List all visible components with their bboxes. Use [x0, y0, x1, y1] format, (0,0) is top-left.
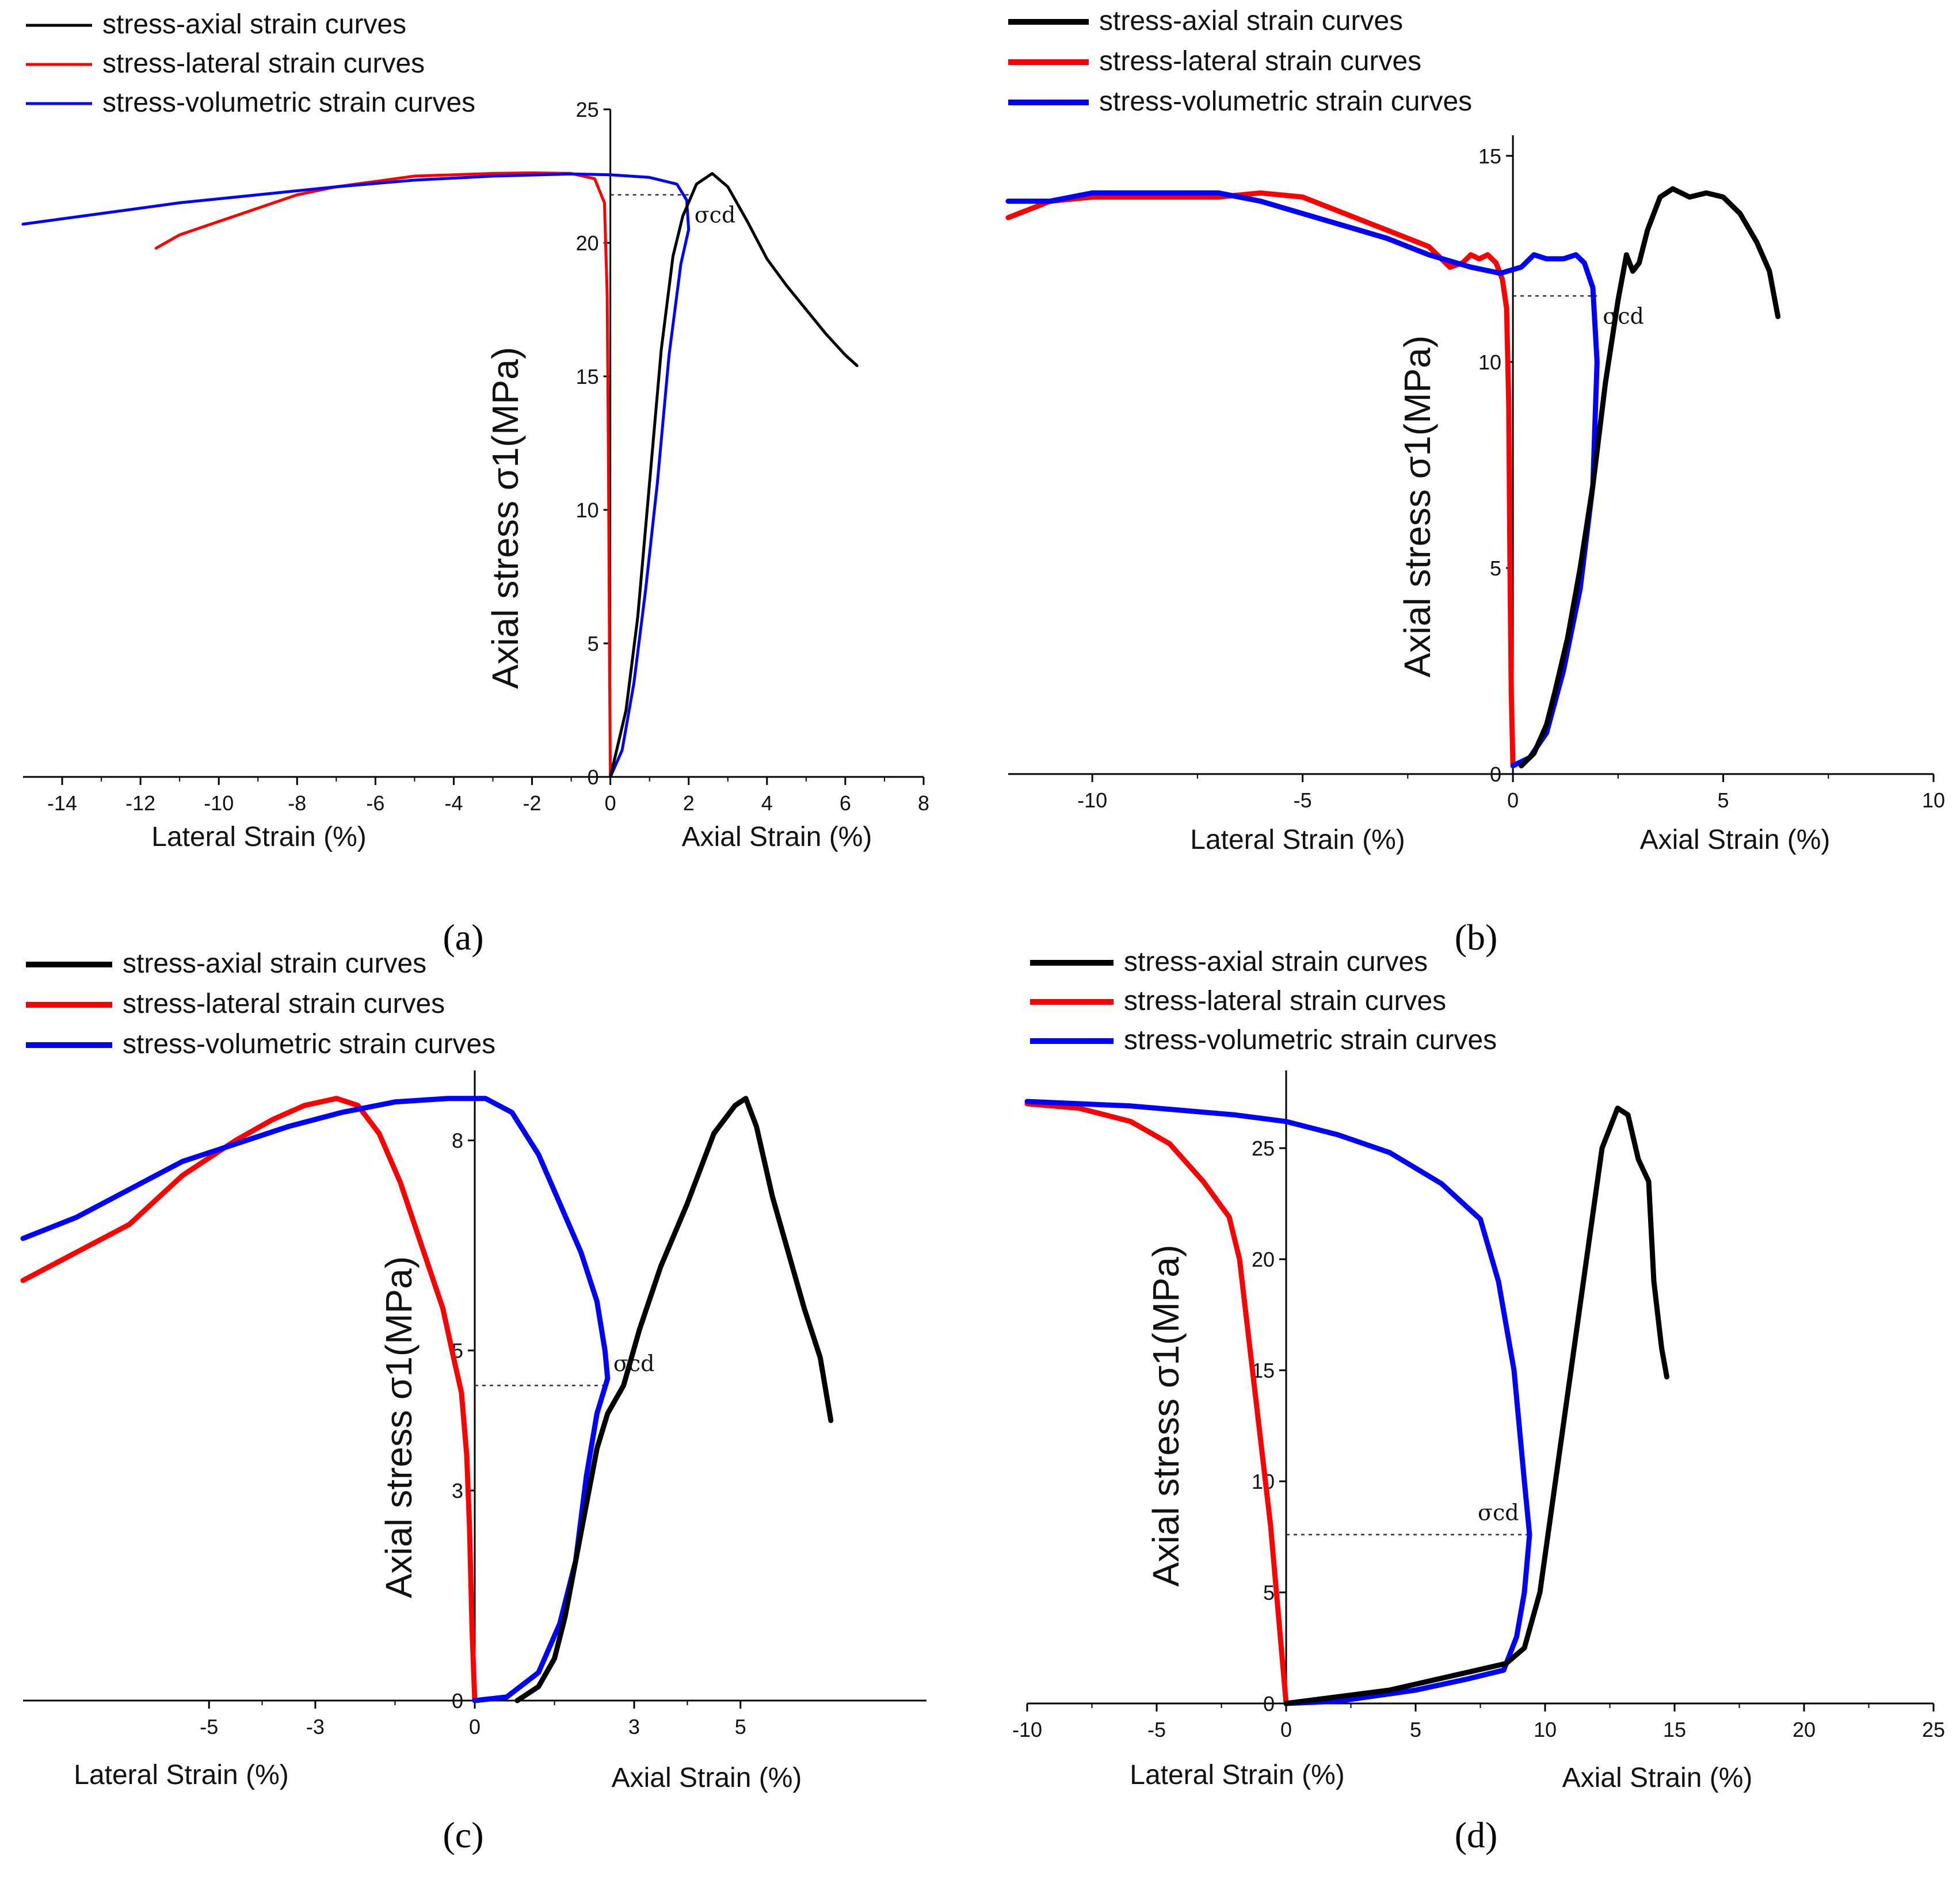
x-tick-label: -4 [444, 791, 463, 815]
x-tick-label: 20 [1793, 1718, 1816, 1741]
y-tick-label: 0 [1263, 1692, 1275, 1716]
series-line-volumetric [21, 172, 691, 779]
x-tick-label: -10 [1012, 1718, 1042, 1741]
x-tick-label: 10 [1534, 1718, 1557, 1741]
x-tick-label: -3 [306, 1715, 325, 1739]
x-tick-label: 5 [1718, 788, 1729, 812]
x-axis-label-axial: Axial Strain (%) [1562, 1763, 1753, 1793]
x-tick-label: 10 [1922, 788, 1945, 812]
panel-caption: (a) [443, 917, 483, 958]
legend-label: stress-lateral strain curves [1124, 986, 1446, 1016]
x-tick-label: -2 [523, 791, 542, 815]
legend-label: stress-axial strain curves [1124, 947, 1428, 977]
panel-caption: (c) [443, 1815, 483, 1855]
legend-label: stress-lateral strain curves [123, 989, 445, 1019]
y-tick-label: 20 [576, 231, 599, 255]
y-tick-label: 0 [1490, 763, 1501, 786]
x-tick-label: -5 [200, 1715, 218, 1739]
legend-label: stress-axial strain curves [123, 948, 426, 979]
legend-label: stress-volumetric strain curves [123, 1029, 495, 1059]
y-axis-label: Axial stress σ1(MPa) [1145, 1245, 1187, 1587]
y-tick-label: 10 [576, 498, 599, 522]
x-tick-label: -10 [1077, 788, 1107, 812]
panel-caption: (d) [1455, 1815, 1498, 1855]
x-tick-label: -14 [47, 791, 77, 815]
legend-label: stress-axial strain curves [1099, 6, 1403, 36]
x-axis-label-lateral: Lateral Strain (%) [74, 1760, 288, 1790]
y-tick-label: 25 [576, 98, 599, 121]
x-tick-label: 6 [840, 791, 851, 815]
legend-label: stress-volumetric strain curves [1124, 1025, 1497, 1055]
x-tick-label: 5 [735, 1715, 746, 1739]
y-tick-label: 3 [452, 1479, 463, 1503]
x-axis-label-lateral: Lateral Strain (%) [151, 822, 366, 852]
x-tick-label: 0 [1507, 788, 1519, 812]
x-tick-label: -5 [1147, 1718, 1166, 1741]
legend-label: stress-axial strain curves [102, 9, 406, 40]
series-line-axial [1283, 1106, 1669, 1706]
series-line-axial [1519, 186, 1781, 769]
x-axis-label-axial: Axial Strain (%) [612, 1763, 802, 1793]
series-line-lateral [1005, 190, 1516, 769]
panel-caption: (b) [1455, 917, 1498, 958]
x-axis-label-axial: Axial Strain (%) [1640, 825, 1831, 855]
series-line-axial [609, 171, 859, 779]
y-tick-label: 15 [576, 365, 599, 388]
y-tick-label: 8 [452, 1129, 463, 1153]
sigma-cd-label: σcd [1478, 1500, 1519, 1526]
x-tick-label: 0 [469, 1715, 481, 1739]
x-tick-label: 15 [1663, 1718, 1686, 1741]
series-line-lateral [1024, 1101, 1289, 1706]
x-axis-label-lateral: Lateral Strain (%) [1130, 1760, 1344, 1790]
series-line-lateral [154, 171, 612, 779]
x-tick-label: 0 [1280, 1718, 1292, 1741]
sigma-cd-label: σcd [1603, 303, 1644, 329]
y-tick-label: 0 [588, 765, 599, 789]
y-tick-label: 5 [1490, 556, 1501, 580]
y-tick-label: 0 [452, 1689, 463, 1713]
legend-label: stress-lateral strain curves [102, 48, 425, 79]
x-axis-label-axial: Axial Strain (%) [682, 822, 872, 852]
legend-label: stress-lateral strain curves [1099, 46, 1421, 77]
y-tick-label: 25 [1252, 1137, 1275, 1160]
y-axis-label: Axial stress σ1(MPa) [378, 1256, 420, 1598]
y-tick-label: 15 [1478, 144, 1501, 168]
x-tick-label: 0 [605, 791, 616, 815]
y-axis-label: Axial stress σ1(MPa) [1397, 336, 1438, 677]
x-tick-label: 8 [918, 791, 929, 815]
series-line-volumetric [20, 1096, 611, 1703]
x-tick-label: -5 [1294, 788, 1312, 812]
legend-label: stress-volumetric strain curves [102, 87, 475, 118]
sigma-cd-label: σcd [695, 202, 736, 227]
x-tick-label: 5 [1410, 1718, 1421, 1741]
series-line-lateral [20, 1096, 478, 1703]
y-tick-label: 5 [588, 632, 599, 655]
x-tick-label: -10 [204, 791, 234, 815]
y-axis-label: Axial stress σ1(MPa) [485, 347, 526, 689]
y-tick-label: 5 [1263, 1581, 1275, 1604]
x-tick-label: 3 [628, 1715, 640, 1739]
x-tick-label: 4 [761, 791, 773, 815]
x-tick-label: 25 [1922, 1718, 1945, 1741]
x-tick-label: -6 [366, 791, 384, 815]
y-tick-label: 10 [1478, 350, 1501, 374]
x-axis-label-lateral: Lateral Strain (%) [1190, 825, 1405, 855]
panel-a: -14 -12 -10 -8 -6 -4 -2 0 2 4 6 8 0 5 10 15 20 25 σcd stres… [21, 9, 929, 958]
panel-d: -10 -5 0 5 10 15 20 250510152025σcdstress-axial… [1012, 947, 1945, 1855]
series-line-axial [514, 1096, 834, 1703]
x-tick-label: -12 [125, 791, 155, 815]
x-tick-label: -8 [288, 791, 306, 815]
y-tick-label: 20 [1252, 1248, 1275, 1271]
x-tick-label: 2 [683, 791, 695, 815]
panel-b: -10 -5 0 5 10 0 5 10 15 σcd stress-axial strain cu… [1005, 6, 1945, 958]
legend-label: stress-volumetric strain curves [1099, 86, 1472, 117]
series-line-volumetric [1024, 1099, 1532, 1706]
